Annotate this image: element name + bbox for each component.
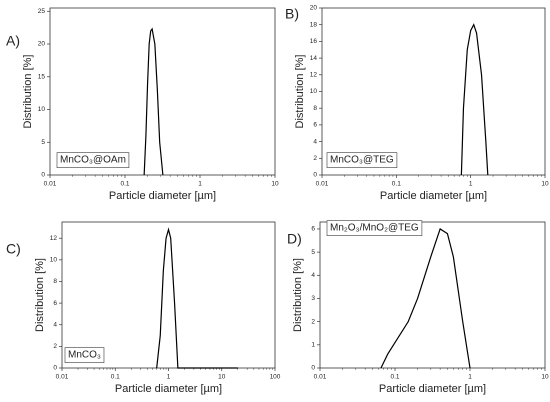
y-tick-label: 10 [50,257,58,264]
x-tick-label: 0.01 [56,374,69,381]
data-line [156,227,238,369]
annotation: MnCO₃@TEG [330,155,394,166]
x-tick-label: 1 [167,374,171,381]
x-tick-label: 10 [541,374,549,381]
panel: 0.01 0.1 1 10 0 1 2 3 4 5 6 Particle diameter [µm] D… [287,220,549,395]
y-tick-label: 20 [38,41,46,48]
x-tick-label: 1 [198,181,202,188]
y-tick-label: 20 [310,5,318,12]
y-tick-label: 4 [311,272,315,279]
y-tick-label: 16 [310,38,318,45]
y-tick-label: 10 [310,88,318,95]
y-tick-label: 0 [311,365,315,372]
y-axis-label: Distribution [%] [34,258,46,332]
x-tick-label: 10 [218,374,226,381]
y-tick-label: 10 [38,106,46,113]
y-tick-label: 2 [53,343,57,350]
annotation-box [56,152,130,168]
y-tick-label: 12 [310,72,318,79]
panel-label: D) [287,231,302,247]
y-tick-label: 15 [38,73,46,80]
x-axis-label: Particle diameter [µm] [380,190,487,202]
annotation-box [326,152,398,168]
x-tick-label: 100 [270,374,281,381]
y-tick-label: 6 [311,226,315,233]
y-tick-label: 0 [41,172,45,179]
x-tick-label: 0.01 [316,181,329,188]
x-axis-label: Particle diameter [µm] [115,383,222,395]
y-tick-label: 2 [313,155,317,162]
y-tick-label: 25 [38,8,46,15]
y-axis-label: Distribution [%] [292,258,304,332]
panel-label: C) [6,241,21,257]
annotation-box [326,220,423,236]
y-tick-label: 0 [53,365,57,372]
y-tick-label: 8 [313,105,317,112]
annotation: MnCO₃ [68,350,101,361]
x-tick-label: 10 [271,181,279,188]
plot-frame [321,7,546,176]
y-tick-label: 18 [310,21,318,28]
y-tick-label: 14 [310,55,318,62]
x-tick-label: 0.1 [390,374,399,381]
plot-frame [319,221,546,369]
y-tick-label: 12 [50,235,58,242]
x-tick-label: 10 [541,181,549,188]
y-tick-label: 1 [311,342,315,349]
x-axis-label: Particle diameter [µm] [109,190,216,202]
y-tick-label: 6 [53,300,57,307]
x-axis-label: Particle diameter [µm] [379,383,486,395]
x-tick-label: 0.1 [111,374,120,381]
x-tick-label: 0.1 [392,181,401,188]
y-tick-label: 6 [313,122,317,129]
y-tick-label: 4 [53,321,57,328]
panel-label: A) [6,33,20,49]
x-tick-label: 0.1 [120,181,129,188]
y-tick-label: 5 [311,249,315,256]
y-tick-label: 4 [313,138,317,145]
data-line [380,228,471,369]
x-tick-label: 0.01 [44,181,57,188]
y-tick-label: 8 [53,278,57,285]
x-tick-label: 1 [468,374,472,381]
plot-frame [61,221,276,369]
y-axis-label: Distribution [%] [22,55,34,129]
y-tick-label: 0 [313,172,317,179]
y-tick-label: 5 [41,139,45,146]
panel-label: B) [285,6,299,22]
y-axis-label: Distribution [%] [294,55,306,129]
annotation-box [64,347,105,363]
panel: 0.01 0.1 1 10 0 5 10 15 20 25 Particle diameter [µ… [6,7,279,202]
annotation: MnCO₃@OAm [60,155,126,166]
y-tick-label: 2 [311,318,315,325]
data-line [460,23,489,176]
y-tick-label: 3 [311,295,315,302]
x-tick-label: 1 [469,181,473,188]
panel: 0.01 0.1 1 10 100 0 2 4 6 8 10 12 Particle diameter … [6,221,281,395]
data-line [143,27,164,176]
panel: 0.01 0.1 1 10 0 2 4 6 8 10 12 14 16 18 20 Particle diam… [285,5,549,202]
x-tick-label: 0.01 [314,374,327,381]
annotation: Mn₂O₃/MnO₂@TEG [330,223,419,234]
plot-frame [49,7,276,176]
